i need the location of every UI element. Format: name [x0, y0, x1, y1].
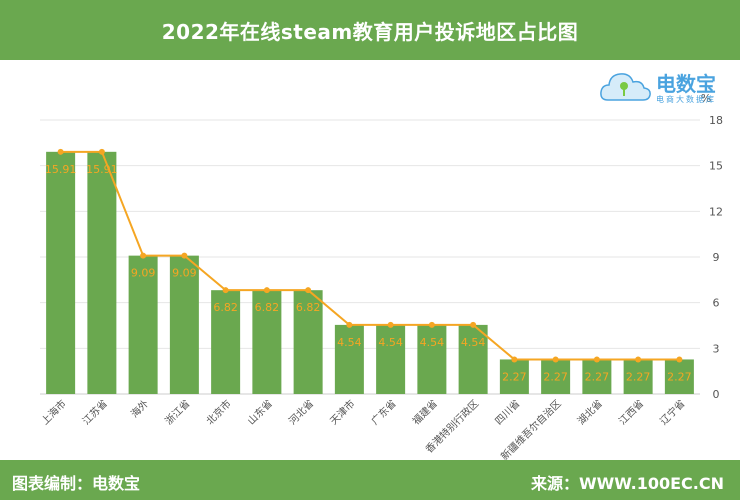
chart-header: 2022年在线steam教育用户投诉地区占比图 [0, 0, 740, 60]
logo-brand-text: 电数宝 [656, 72, 716, 96]
line-point [57, 148, 64, 155]
y-axis-unit-label: % [701, 92, 711, 105]
line-point [305, 287, 312, 294]
line-point [263, 287, 270, 294]
y-tick-label: 12 [709, 205, 723, 218]
bar [376, 324, 406, 394]
y-tick-label: 0 [713, 388, 720, 401]
bar [623, 359, 653, 394]
line-point [222, 287, 229, 294]
brand-logo: 电数宝 电商大数据库 [598, 66, 738, 106]
line-point [346, 321, 353, 328]
line-point [98, 148, 105, 155]
line-point [511, 356, 518, 363]
data-label: 6.82 [213, 301, 238, 314]
bar [169, 255, 199, 394]
x-category-label: 辽宁省 [657, 397, 687, 427]
data-label: 2.27 [626, 370, 651, 383]
bar [87, 151, 117, 394]
chart-footer: 图表编制：电数宝 来源：WWW.100EC.CN [0, 460, 740, 500]
footer-source: 来源：WWW.100EC.CN [530, 474, 724, 493]
bar [417, 324, 447, 394]
bar [252, 290, 282, 394]
x-category-label: 广东省 [368, 397, 398, 427]
footer-credit: 图表编制：电数宝 [12, 474, 141, 493]
x-category-label: 河北省 [286, 397, 316, 427]
y-tick-label: 6 [713, 297, 720, 310]
y-tick-label: 9 [713, 251, 720, 264]
data-label: 2.27 [543, 370, 568, 383]
x-category-label: 天津市 [327, 397, 357, 427]
line-point [470, 321, 477, 328]
data-label: 2.27 [585, 370, 610, 383]
line-point [676, 356, 683, 363]
x-category-label: 江西省 [616, 397, 646, 427]
chart-svg: 0 3 6 9 12 15 18% 15.91 15.91 9.09 9.09 6.82 6.82 6.8… [38, 92, 723, 460]
x-category-label: 上海市 [38, 397, 68, 427]
x-category-label: 海外 [128, 397, 151, 420]
line-point [428, 321, 435, 328]
data-label: 9.09 [131, 267, 156, 280]
line-point [635, 356, 642, 363]
data-label: 15.91 [86, 163, 118, 176]
series-line [60, 150, 680, 361]
logo-sub-text: 电商大数据库 [656, 95, 716, 104]
data-label: 2.27 [502, 370, 527, 383]
data-label: 6.82 [296, 301, 321, 314]
x-category-label: 四川省 [492, 397, 522, 427]
y-tick-label: 3 [713, 342, 720, 355]
data-label: 4.54 [337, 336, 362, 349]
x-category-label: 福建省 [410, 397, 440, 427]
x-category-label: 江苏省 [80, 397, 110, 427]
data-label: 2.27 [667, 370, 692, 383]
bar [211, 290, 241, 394]
bar [499, 359, 529, 394]
line-point [552, 356, 559, 363]
data-label: 6.82 [255, 301, 280, 314]
line-point [387, 321, 394, 328]
bar [128, 255, 158, 394]
bar [334, 324, 364, 394]
bar [458, 324, 488, 394]
line-point [181, 252, 188, 259]
chart-title: 2022年在线steam教育用户投诉地区占比图 [161, 19, 579, 44]
line-point [140, 252, 147, 259]
bar [293, 290, 323, 394]
cloud-logo-icon [600, 73, 651, 101]
data-label: 4.54 [461, 336, 486, 349]
y-tick-label: 15 [709, 160, 723, 173]
y-tick-label: 18 [709, 114, 723, 127]
x-category-label: 湖北省 [575, 397, 605, 427]
data-label: 15.91 [45, 163, 77, 176]
line-point [593, 356, 600, 363]
x-category-label: 山东省 [245, 397, 275, 427]
bar [541, 359, 571, 394]
x-category-label: 浙江省 [162, 397, 192, 427]
data-label: 9.09 [172, 267, 197, 280]
data-label: 4.54 [378, 336, 403, 349]
x-category-label: 北京市 [203, 397, 233, 427]
bar [582, 359, 612, 394]
bar [46, 151, 76, 394]
data-label: 4.54 [420, 336, 445, 349]
bar [664, 359, 694, 394]
